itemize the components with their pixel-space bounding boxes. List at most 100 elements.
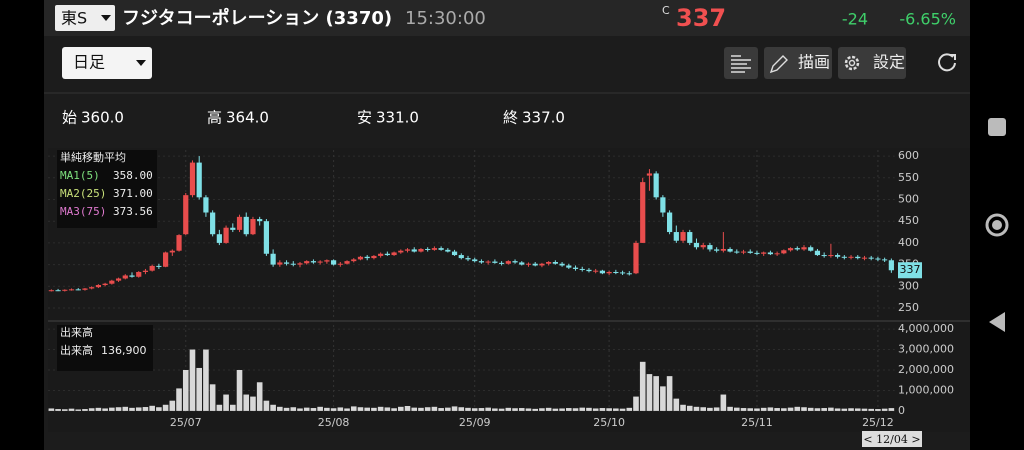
volume-bar — [216, 404, 223, 411]
candle-body — [203, 197, 209, 213]
volume-bar — [129, 407, 135, 411]
volume-bar — [492, 408, 498, 411]
candle-body — [371, 255, 377, 259]
icon — [844, 55, 860, 71]
candle-body — [425, 248, 431, 250]
y-tick-label: 600 — [898, 149, 919, 162]
nav-back[interactable] — [989, 312, 1005, 332]
candle-body — [351, 259, 357, 262]
dropdown-arrow — [101, 15, 111, 21]
volume-title: 出来高 — [60, 325, 93, 339]
candle-body — [667, 212, 673, 233]
candle-body — [357, 256, 364, 260]
legend-value: 358.00 — [113, 169, 153, 182]
candle-body — [109, 280, 115, 284]
volume-bar — [68, 408, 75, 411]
change-pct: -6.65% — [899, 10, 956, 29]
volume-bar — [75, 409, 82, 411]
volume-bar — [828, 407, 834, 411]
y-tick-label: 250 — [898, 301, 919, 314]
volume-bar — [62, 409, 68, 411]
x-tick-label: 25/11 — [741, 416, 773, 429]
candle-body — [855, 256, 861, 259]
candle-body — [700, 245, 706, 248]
candle-body — [478, 261, 485, 263]
candle-body — [821, 255, 827, 257]
volume-bar — [48, 408, 55, 411]
nav-home[interactable] — [985, 213, 1009, 237]
candle-body — [458, 255, 464, 259]
candle-body — [546, 262, 552, 264]
volume-bar — [189, 349, 196, 411]
candle-body — [62, 289, 68, 291]
candle-body — [794, 248, 800, 250]
volume-bar — [270, 404, 276, 411]
candle-body — [189, 162, 196, 196]
candle-body — [646, 173, 653, 176]
volume-bar — [263, 400, 270, 411]
icon — [950, 54, 956, 60]
volume-bar — [391, 408, 397, 411]
indicator-button[interactable] — [724, 47, 758, 79]
price-badge — [898, 262, 922, 279]
volume-bar — [377, 406, 384, 411]
volume-bar — [700, 407, 706, 411]
volume-bar — [572, 408, 579, 411]
candle-body — [720, 248, 726, 251]
volume-bar — [660, 386, 666, 411]
candle-body — [102, 283, 108, 286]
candle-body — [586, 269, 592, 272]
volume-bar — [592, 408, 599, 411]
candle-body — [734, 251, 740, 253]
ohlc-label: 終 — [503, 109, 518, 127]
volume-bar — [639, 361, 646, 411]
candle-body — [888, 260, 894, 271]
refresh-button[interactable] — [938, 53, 956, 72]
candle-body — [761, 252, 767, 254]
candle-body — [875, 258, 881, 260]
volume-bar — [525, 408, 532, 411]
settings-button[interactable] — [838, 47, 906, 79]
period-select[interactable] — [62, 47, 152, 79]
volume-tick-label: 1,000,000 — [898, 383, 954, 396]
candle-body — [579, 268, 585, 270]
candle-body — [404, 249, 411, 251]
x-tick-label: 25/08 — [318, 416, 350, 429]
volume-bar — [465, 407, 471, 411]
candle-body — [95, 285, 101, 288]
volume-bar — [424, 407, 431, 411]
volume-bar — [317, 406, 323, 411]
candle-body — [411, 249, 417, 252]
volume-bar — [566, 408, 572, 411]
y-tick-label: 500 — [898, 192, 919, 205]
candle-body — [48, 290, 54, 292]
cursor-box — [862, 431, 922, 447]
volume-bar — [498, 408, 505, 411]
market: 東S — [61, 9, 87, 28]
candle-body — [176, 235, 182, 251]
candle-body — [613, 271, 619, 273]
candle-body — [848, 256, 854, 258]
volume-bar — [478, 408, 485, 411]
candle-body — [512, 261, 518, 263]
volume-bar — [115, 407, 122, 411]
candle-body — [814, 250, 821, 256]
volume-bar — [176, 388, 182, 411]
volume-bar — [243, 394, 250, 411]
icon — [848, 59, 856, 67]
volume-bar — [55, 409, 61, 411]
volume-bar — [471, 408, 478, 411]
volume-bar — [727, 406, 733, 411]
volume-bar — [606, 408, 612, 411]
market-select[interactable] — [55, 5, 115, 31]
volume-bar — [686, 405, 693, 411]
draw-button[interactable] — [764, 47, 832, 79]
candle-body — [257, 219, 263, 222]
candle-body — [687, 232, 693, 243]
candle-body — [169, 250, 175, 253]
volume-bar — [834, 408, 841, 411]
nav-recents[interactable] — [988, 118, 1006, 136]
candle-body — [485, 261, 491, 263]
candle-body — [344, 261, 350, 264]
volume-bar — [350, 406, 357, 411]
